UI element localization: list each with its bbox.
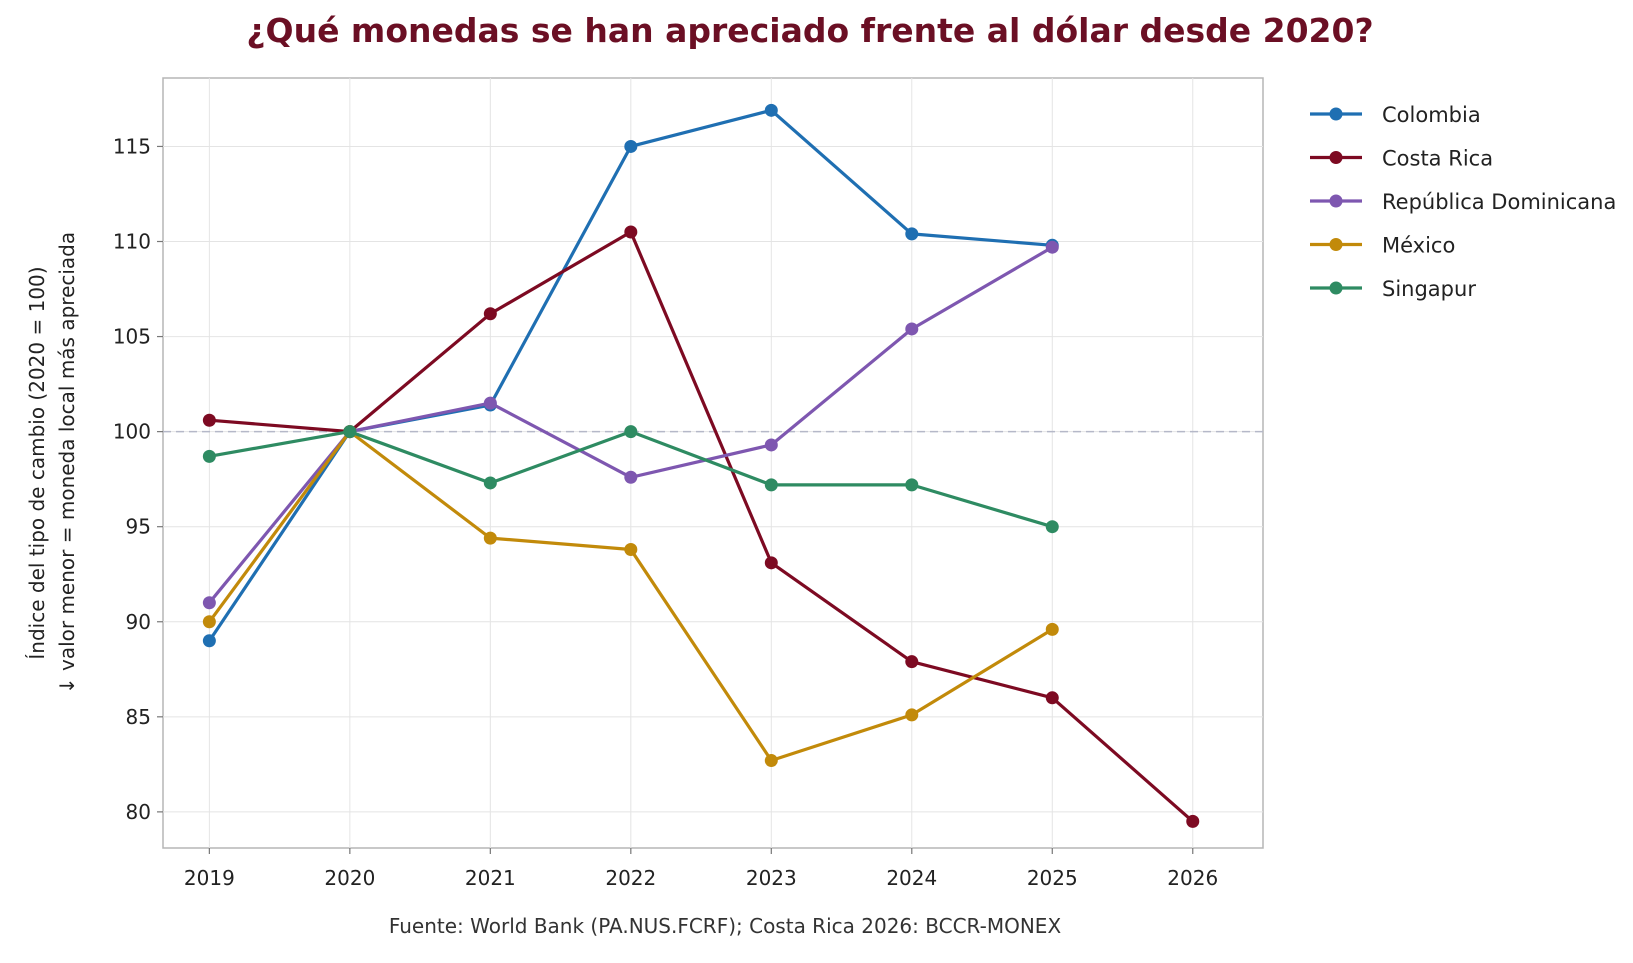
- legend-label: México: [1382, 234, 1455, 258]
- data-point-mexico: [202, 615, 216, 629]
- series-singapur: [202, 425, 1059, 534]
- data-point-republica-dominicana: [624, 470, 638, 484]
- series-line-costa-rica: [207, 230, 1195, 824]
- data-point-costa-rica: [483, 307, 497, 321]
- legend-item-republica-dominicana: República Dominicana: [1310, 190, 1616, 214]
- legend-label: Singapur: [1382, 277, 1476, 301]
- x-tick-label: 2023: [746, 866, 797, 890]
- y-tick-label: 85: [126, 705, 151, 729]
- x-tick-label: 2025: [1027, 866, 1078, 890]
- y-tick-label: 105: [113, 325, 151, 349]
- data-point-republica-dominicana: [202, 596, 216, 610]
- y-tick-label: 115: [113, 134, 151, 158]
- series-costa-rica: [202, 225, 1200, 828]
- y-axis-label-line-1: Índice del tipo de cambio (2020 = 100): [25, 266, 49, 659]
- legend-label: República Dominicana: [1382, 190, 1616, 214]
- data-point-mexico: [905, 708, 919, 722]
- x-tick-label: 2024: [886, 866, 937, 890]
- data-point-costa-rica: [202, 413, 216, 427]
- data-point-singapur: [764, 478, 778, 492]
- y-tick-label: 80: [126, 800, 151, 824]
- x-tick-label: 2021: [465, 866, 516, 890]
- data-point-singapur: [343, 425, 357, 439]
- y-tick-label: 95: [126, 515, 151, 539]
- chart-title: ¿Qué monedas se han apreciado frente al …: [246, 11, 1373, 50]
- legend-label: Colombia: [1382, 103, 1481, 127]
- data-point-costa-rica: [624, 225, 638, 239]
- legend: Colombia Costa Rica República Dominicana Mé…: [1310, 103, 1616, 301]
- y-axis-ticks: 80 85 90 95 100 105 110 115: [113, 134, 163, 824]
- data-point-colombia: [764, 103, 778, 117]
- plot-frame: [162, 77, 1264, 849]
- legend-item-colombia: Colombia: [1310, 103, 1481, 127]
- y-axis-label-line-2: ↓ valor menor = moneda local más aprecia…: [55, 232, 79, 694]
- legend-swatch-marker: [1329, 107, 1343, 121]
- data-point-singapur: [1045, 520, 1059, 534]
- data-point-mexico: [624, 543, 638, 557]
- data-point-republica-dominicana: [764, 438, 778, 452]
- legend-swatch-marker: [1329, 238, 1343, 251]
- data-point-costa-rica: [764, 556, 778, 570]
- y-tick-label: 110: [113, 230, 151, 254]
- data-point-singapur: [483, 476, 497, 490]
- data-point-singapur: [202, 449, 216, 463]
- legend-item-mexico: México: [1310, 234, 1455, 258]
- data-point-costa-rica: [1186, 814, 1200, 828]
- y-tick-label: 100: [113, 420, 151, 444]
- x-tick-label: 2020: [324, 866, 375, 890]
- data-point-colombia: [905, 227, 919, 241]
- legend-swatch-marker: [1329, 151, 1343, 164]
- legend-swatch-marker: [1329, 281, 1343, 295]
- data-point-costa-rica: [905, 655, 919, 669]
- legend-item-singapur: Singapur: [1310, 277, 1476, 301]
- data-point-colombia: [624, 139, 638, 153]
- data-point-mexico: [764, 754, 778, 768]
- data-point-mexico: [483, 531, 497, 545]
- data-point-mexico: [1045, 622, 1059, 636]
- x-tick-label: 2022: [605, 866, 656, 890]
- x-tick-label: 2026: [1167, 866, 1218, 890]
- source-note: Fuente: World Bank (PA.NUS.FCRF); Costa …: [389, 914, 1062, 938]
- x-tick-label: 2019: [184, 866, 235, 890]
- legend-item-costa-rica: Costa Rica: [1310, 147, 1493, 171]
- data-point-republica-dominicana: [905, 322, 919, 336]
- legend-swatch-marker: [1329, 194, 1343, 208]
- series-group: [202, 103, 1200, 828]
- data-point-colombia: [202, 634, 216, 648]
- y-tick-label: 90: [126, 610, 151, 634]
- data-point-republica-dominicana: [1045, 240, 1059, 254]
- x-axis-ticks: 2019 2020 2021 2022 2023 2024 2025 2026: [184, 848, 1218, 890]
- legend-label: Costa Rica: [1382, 147, 1493, 171]
- data-point-republica-dominicana: [483, 396, 497, 410]
- data-point-singapur: [624, 425, 638, 439]
- data-point-costa-rica: [1045, 691, 1059, 705]
- data-point-singapur: [905, 478, 919, 492]
